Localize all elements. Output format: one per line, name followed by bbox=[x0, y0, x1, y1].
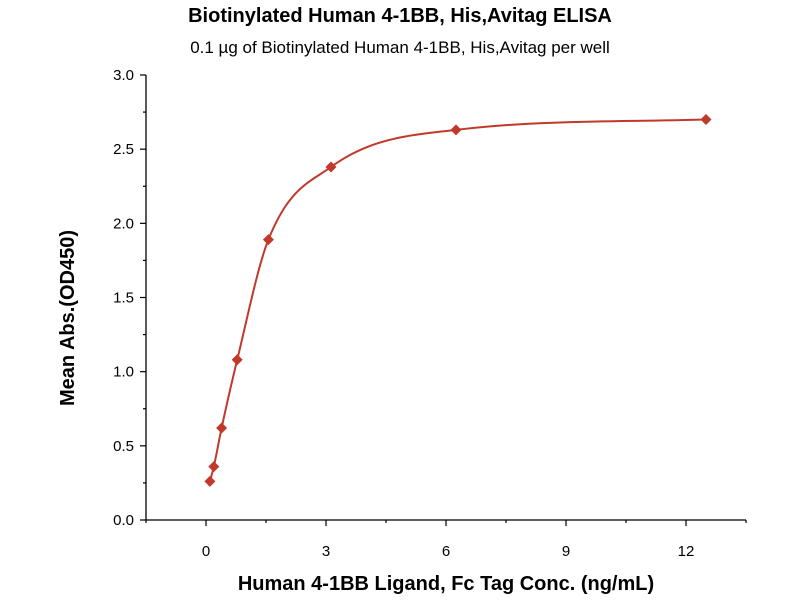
data-points bbox=[204, 114, 712, 487]
x-axis-label: Human 4-1BB Ligand, Fc Tag Conc. (ng/mL) bbox=[238, 573, 654, 595]
x-tick-label: 0 bbox=[202, 543, 210, 560]
x-tick-label: 12 bbox=[678, 543, 695, 560]
data-point bbox=[231, 354, 243, 366]
data-point bbox=[262, 234, 274, 246]
x-tick-label: 6 bbox=[442, 543, 450, 560]
data-point bbox=[208, 461, 220, 473]
data-point bbox=[216, 422, 228, 434]
data-point bbox=[450, 124, 462, 136]
y-ticks: 0.0 0.5 1.0 1.5 2.0 2.5 3.0 bbox=[113, 67, 146, 529]
chart-subtitle: 0.1 µg of Biotinylated Human 4-1BB, His,… bbox=[190, 38, 610, 57]
y-axis-label: Mean Abs.(OD450) bbox=[57, 230, 79, 406]
chart-title: Biotinylated Human 4-1BB, His,Avitag ELI… bbox=[188, 5, 612, 27]
y-tick-label: 2.0 bbox=[113, 215, 134, 232]
data-point bbox=[204, 475, 216, 487]
x-ticks: 0 3 6 9 12 bbox=[145, 520, 747, 560]
fit-curve bbox=[208, 118, 707, 482]
y-tick-label: 0.0 bbox=[113, 512, 134, 529]
data-point bbox=[325, 161, 337, 173]
y-tick-label: 1.0 bbox=[113, 364, 134, 381]
y-tick-label: 0.5 bbox=[113, 438, 134, 455]
y-tick-label: 1.5 bbox=[113, 290, 134, 307]
axes bbox=[145, 75, 746, 521]
data-point bbox=[700, 114, 712, 125]
y-tick-label: 3.0 bbox=[113, 67, 134, 84]
x-tick-label: 9 bbox=[562, 543, 570, 560]
x-tick-label: 3 bbox=[322, 543, 330, 560]
y-tick-label: 2.5 bbox=[113, 141, 134, 158]
